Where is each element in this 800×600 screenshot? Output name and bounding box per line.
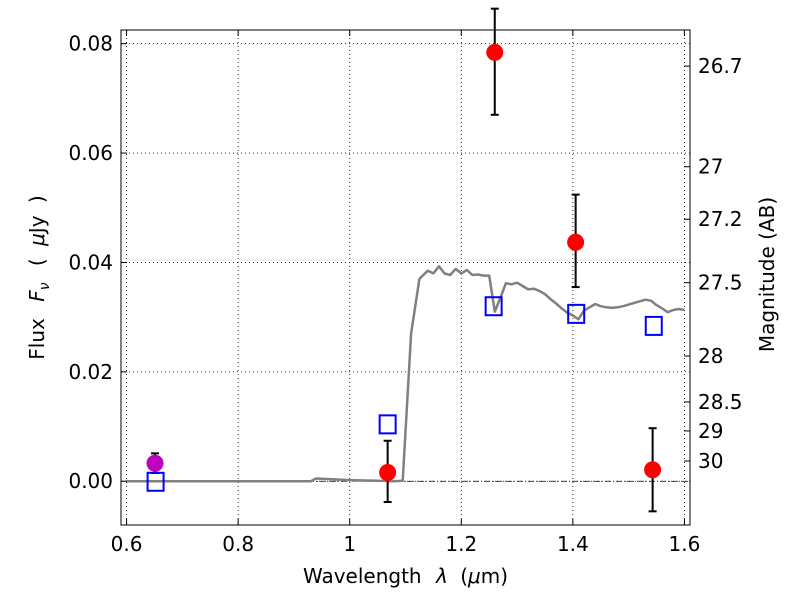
y2-tick-label: 30 — [698, 449, 723, 473]
y-tick-label: 0.08 — [68, 32, 113, 56]
model-point — [567, 303, 586, 324]
x-tick-label: 0.6 — [111, 532, 143, 556]
y-tick-label: 0.04 — [68, 250, 113, 274]
y-axis-symbol: F — [25, 290, 49, 302]
y2-tick-label: 28 — [698, 344, 723, 368]
model-point — [644, 315, 663, 336]
model-point — [146, 471, 165, 492]
grid — [121, 30, 690, 525]
x-axis-label: Wavelength λ (μm) — [303, 564, 508, 588]
data-point — [146, 454, 164, 472]
data-point — [644, 461, 662, 479]
x-tick-label: 0.8 — [222, 532, 254, 556]
data-layer — [121, 7, 690, 513]
x-tick-label: 1.4 — [557, 532, 589, 556]
x-tick-label: 1.6 — [669, 532, 701, 556]
y-axis-open-paren: ( — [25, 258, 49, 266]
y2-tick-label: 28.5 — [698, 390, 743, 414]
model-spectrum-line — [126, 265, 685, 483]
plot-frame — [120, 29, 691, 526]
model-point — [484, 296, 503, 317]
ticks: 0.6 0.8 1 1.2 1.4 1.6 0.00 0.02 0.04 0.06 0.08 26.7… — [68, 30, 743, 556]
y-axis-label: Flux Fν ( μJy ) — [25, 195, 54, 359]
x-axis-open-paren: ( — [460, 564, 468, 588]
data-point — [486, 43, 504, 61]
data-point — [379, 463, 397, 481]
y-tick-label: 0.06 — [68, 141, 113, 165]
x-axis-unit: m) — [481, 564, 508, 588]
y-axis-unit: Jy — [25, 215, 49, 235]
y-tick-label: 0.00 — [68, 469, 113, 493]
x-axis-mu: μ — [467, 564, 481, 588]
x-axis-symbol: λ — [435, 564, 448, 588]
y2-tick-label: 27 — [698, 155, 723, 179]
y2-axis-label: Magnitude (AB) — [755, 197, 779, 352]
x-axis-label-text: Wavelength — [303, 564, 422, 588]
y-axis-subscript: ν — [37, 282, 53, 290]
y-axis-close-paren: ) — [25, 195, 49, 203]
y-axis-mu: μ — [25, 233, 49, 247]
y-axis-label-text: Flux — [25, 318, 49, 360]
y2-tick-label: 26.7 — [698, 54, 743, 78]
x-tick-label: 1.2 — [445, 532, 477, 556]
data-point — [567, 233, 585, 251]
model-point — [378, 414, 397, 435]
y2-tick-label: 29 — [698, 419, 723, 443]
y2-tick-label: 27.5 — [698, 271, 743, 295]
y2-tick-label: 27.2 — [698, 207, 743, 231]
y-tick-label: 0.02 — [68, 360, 113, 384]
x-tick-label: 1 — [343, 532, 356, 556]
